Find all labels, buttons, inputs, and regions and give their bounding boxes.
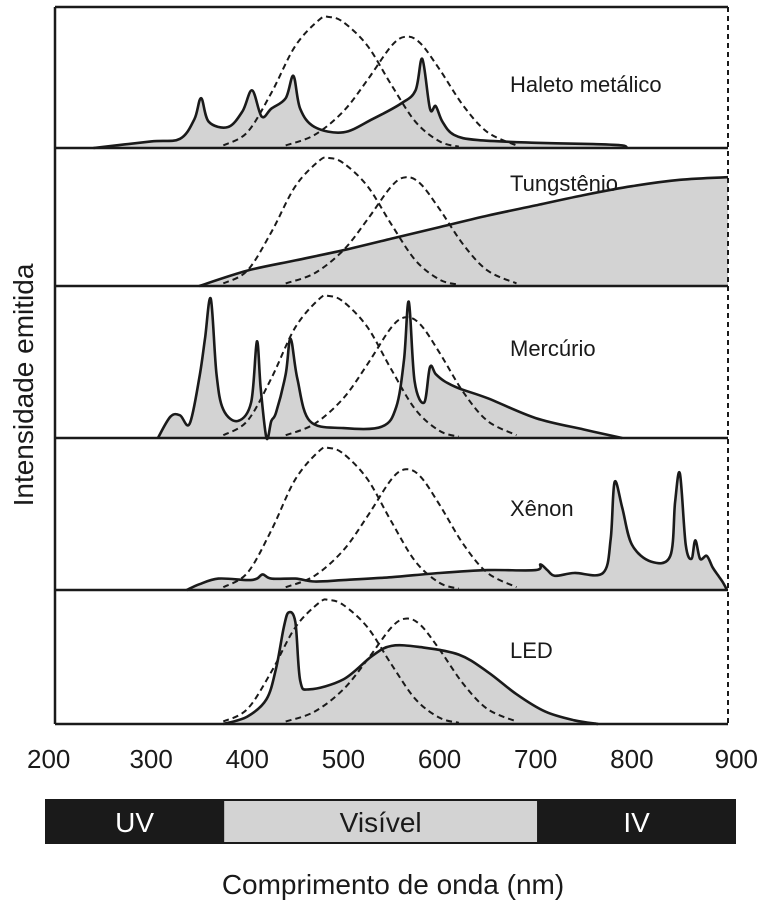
- panel-1: Haleto metálico: [93, 15, 662, 150]
- frame-layer: [53, 5, 729, 726]
- panel-3-sensitivity-curve-1: [222, 294, 460, 438]
- panel-1-sensitivity-curve-1: [222, 15, 460, 148]
- panel-1-sensitivity-curve-2: [285, 35, 517, 147]
- x-tick-400: 400: [226, 744, 269, 774]
- panel-1-label: Haleto metálico: [510, 72, 662, 97]
- panel-4-label: Xênon: [510, 496, 574, 521]
- panel-2-sensitivity-curve-2: [285, 176, 517, 285]
- x-axis-title: Comprimento de onda (nm): [222, 869, 564, 900]
- panel-5-emission-fill: [223, 612, 599, 724]
- panel-3-label: Mercúrio: [510, 336, 596, 361]
- panel-1-emission-line: [93, 57, 629, 150]
- panel-3-sensitivity-curve-2: [285, 316, 517, 437]
- panel-4: Xênon: [186, 446, 729, 592]
- spectral-band-bar: UV Visível IV: [45, 799, 737, 844]
- panel-4-sensitivity-curve-2: [285, 468, 517, 589]
- x-tick-500: 500: [322, 744, 365, 774]
- x-tick-200: 200: [27, 744, 70, 774]
- panel-5-emission-line: [222, 610, 599, 726]
- panel-4-sensitivity-curve-1: [222, 446, 460, 590]
- y-axis-title: Intensidade emitida: [8, 263, 39, 506]
- panel-3: Mercúrio: [156, 294, 623, 441]
- panel-4-emission-line: [186, 470, 729, 592]
- panel-5-sensitivity-curve-1: [222, 598, 460, 724]
- x-tick-300: 300: [129, 744, 172, 774]
- x-tick-900: 900: [715, 744, 758, 774]
- x-tick-700: 700: [514, 744, 557, 774]
- band-uv-label: UV: [115, 807, 154, 838]
- panel-2-emission-line: [198, 175, 729, 288]
- band-visvel-segment: [222, 799, 540, 844]
- panel-4-emission-fill: [186, 472, 727, 590]
- panel-3-emission-line: [156, 296, 623, 441]
- panel-2-label: Tungstênio: [510, 171, 618, 196]
- panel-5: LED: [222, 598, 599, 726]
- band-visvel-label: Visível: [340, 807, 422, 838]
- panel-5-label: LED: [510, 638, 553, 663]
- panel-5-sensitivity-curve-2: [285, 617, 517, 723]
- panel-3-emission-fill: [157, 298, 623, 439]
- panel-1-emission-fill: [93, 58, 627, 148]
- panel-2-sensitivity-curve-1: [222, 156, 460, 286]
- panel-2: Tungstênio: [198, 156, 729, 288]
- band-iv-segment: [537, 799, 737, 844]
- x-tick-labels: 200 300 400 500 600 700 800 900: [27, 744, 758, 774]
- x-tick-800: 800: [610, 744, 653, 774]
- band-iv-label: IV: [623, 807, 650, 838]
- panel-2-emission-fill: [199, 177, 728, 286]
- x-tick-600: 600: [418, 744, 461, 774]
- panels-layer: Haleto metálico Tungstênio Mercúrio Xênon LE…: [93, 15, 729, 726]
